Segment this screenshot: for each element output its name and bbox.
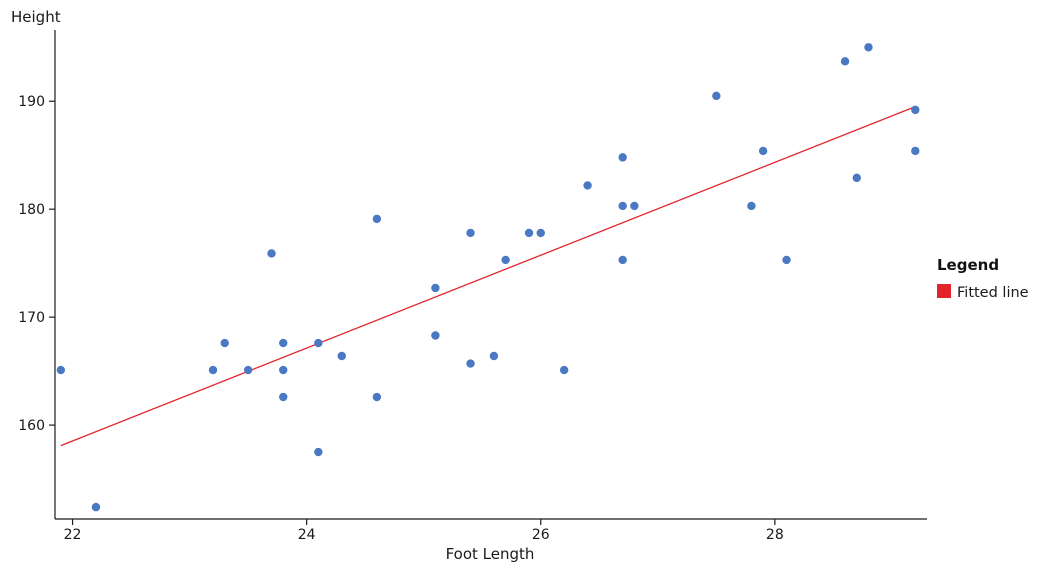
data-point bbox=[758, 146, 768, 156]
data-point bbox=[372, 392, 382, 402]
data-point bbox=[279, 365, 288, 375]
data-point bbox=[911, 146, 920, 156]
y-tick-label: 190 bbox=[18, 94, 45, 110]
data-point bbox=[618, 201, 627, 211]
points-layer bbox=[56, 43, 920, 512]
data-point bbox=[56, 365, 66, 375]
data-point bbox=[279, 338, 288, 348]
data-point bbox=[314, 447, 323, 457]
data-point bbox=[314, 338, 323, 348]
data-point bbox=[337, 351, 346, 361]
data-point bbox=[747, 201, 756, 211]
data-point bbox=[712, 91, 721, 101]
x-axis-title: Foot Length bbox=[446, 545, 535, 563]
legend-label-fitted-line: Fitted line bbox=[957, 285, 1029, 301]
data-point bbox=[911, 105, 920, 115]
fitted-line bbox=[60, 106, 916, 447]
x-tick-label: 22 bbox=[64, 527, 82, 543]
data-point bbox=[220, 338, 229, 348]
data-point bbox=[267, 249, 276, 258]
data-point bbox=[782, 255, 791, 265]
y-tick-label: 160 bbox=[18, 418, 45, 434]
data-point bbox=[91, 502, 101, 512]
data-point bbox=[630, 201, 639, 211]
y-tick-label: 170 bbox=[18, 310, 45, 326]
data-point bbox=[466, 359, 475, 368]
data-point bbox=[431, 331, 440, 340]
legend: Legend Fitted line bbox=[937, 256, 1029, 301]
data-point bbox=[864, 43, 873, 52]
data-point bbox=[618, 153, 627, 162]
data-point bbox=[840, 57, 850, 66]
data-point bbox=[524, 228, 534, 238]
y-axis-title: Height bbox=[11, 8, 61, 26]
data-point bbox=[466, 228, 475, 238]
data-point bbox=[489, 351, 499, 361]
fitted-line-layer bbox=[60, 106, 916, 447]
y-tick-label: 180 bbox=[18, 202, 45, 218]
data-point bbox=[583, 181, 592, 190]
legend-title: Legend bbox=[937, 256, 999, 274]
data-point bbox=[208, 365, 218, 375]
data-point bbox=[852, 173, 861, 183]
data-point bbox=[279, 392, 288, 402]
data-point bbox=[536, 228, 545, 238]
x-tick-label: 26 bbox=[532, 527, 550, 543]
data-point bbox=[618, 255, 627, 265]
data-point bbox=[431, 283, 440, 293]
legend-swatch-fitted-line bbox=[937, 284, 951, 298]
x-tick-label: 24 bbox=[298, 527, 316, 543]
data-point bbox=[501, 255, 510, 265]
data-point bbox=[559, 365, 569, 375]
data-point bbox=[243, 365, 253, 375]
axes: 22 24 26 28 160 170 180 190 bbox=[18, 30, 927, 543]
x-tick-label: 28 bbox=[766, 527, 784, 543]
data-point bbox=[372, 214, 382, 224]
